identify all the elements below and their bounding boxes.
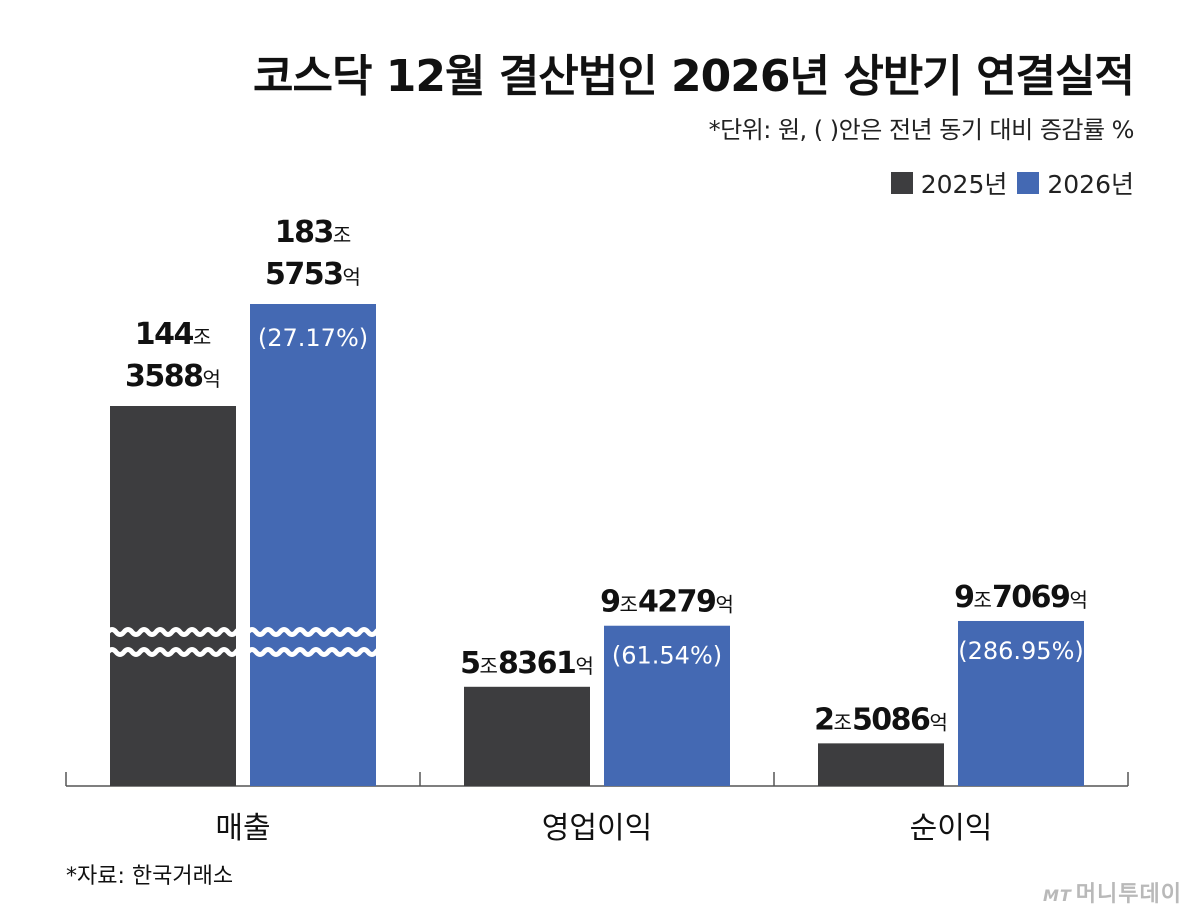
data-label-number: 5 — [460, 646, 479, 681]
data-label-number: 3588 — [125, 359, 203, 394]
bar — [250, 304, 376, 786]
data-label-unit: 조 — [193, 325, 211, 349]
brand-name: 머니투데이 — [1075, 882, 1182, 907]
data-label: 3588억 — [125, 359, 221, 394]
legend-swatch-2025 — [890, 172, 913, 194]
data-label-unit: 억 — [203, 367, 221, 391]
legend-item-2026: 2026년 — [1017, 165, 1134, 201]
data-label-number: 183 — [275, 215, 333, 250]
brand-mark: MT — [1042, 886, 1072, 905]
data-label-number: 9 — [600, 585, 619, 620]
bar — [110, 406, 236, 786]
legend-item-2025: 2025년 — [890, 165, 1008, 201]
legend: 2025년 2026년 — [890, 165, 1134, 201]
axis-break-mark — [246, 627, 394, 637]
change-label: (27.17%) — [258, 324, 368, 352]
data-label-unit: 억 — [929, 710, 947, 734]
data-label-number: 7069 — [992, 580, 1070, 615]
data-label-unit: 조 — [834, 710, 852, 734]
data-label-unit: 조 — [974, 588, 992, 612]
data-label-unit: 억 — [343, 265, 361, 289]
data-label-unit: 억 — [575, 654, 593, 678]
data-label: 183조 — [275, 215, 352, 250]
chart-title: 코스닥 12월 결산법인 2026년 상반기 연결실적 — [253, 51, 1135, 102]
data-label-number: 144 — [135, 317, 194, 352]
data-label: 5조8361억 — [460, 646, 594, 681]
data-label: 9조7069억 — [954, 580, 1088, 615]
data-label: 5753억 — [265, 257, 361, 292]
axis-break-mark — [106, 647, 254, 657]
legend-label-2026: 2026년 — [1047, 170, 1134, 199]
unit-note: *단위: 원, ( )안은 전년 동기 대비 증감률 % — [708, 116, 1135, 144]
data-label-number: 5086 — [852, 702, 930, 737]
data-label-number: 4279 — [638, 585, 716, 620]
brand-logo: MT 머니투데이 — [1043, 876, 1182, 908]
data-label-number: 2 — [814, 702, 833, 737]
bar — [464, 686, 590, 786]
data-label-unit: 조 — [620, 593, 638, 617]
legend-label-2025: 2025년 — [920, 170, 1008, 199]
legend-swatch-2026 — [1017, 172, 1040, 194]
data-label-number: 8361 — [498, 646, 576, 681]
data-label-number: 5753 — [265, 257, 343, 292]
data-label-unit: 억 — [1069, 588, 1087, 612]
data-label-unit: 조 — [480, 654, 498, 678]
data-label: 9조4279억 — [600, 585, 734, 620]
bar — [818, 743, 944, 786]
bar — [604, 625, 730, 786]
data-label-number: 9 — [954, 580, 973, 615]
data-label: 2조5086억 — [814, 702, 948, 737]
data-label-unit: 억 — [715, 593, 733, 617]
axis-break-mark — [106, 627, 254, 637]
axis-break-mark — [246, 647, 394, 657]
bar — [958, 620, 1084, 786]
source-note: *자료: 한국거래소 — [66, 864, 234, 889]
x-tick-label: 순이익 — [910, 811, 993, 846]
change-label: (61.54%) — [612, 642, 722, 670]
data-label-unit: 조 — [333, 223, 351, 247]
x-tick-label: 영업이익 — [542, 811, 652, 846]
x-tick-label: 매출 — [215, 811, 270, 846]
change-label: (286.95%) — [958, 637, 1084, 665]
data-label: 144조 — [135, 317, 212, 352]
